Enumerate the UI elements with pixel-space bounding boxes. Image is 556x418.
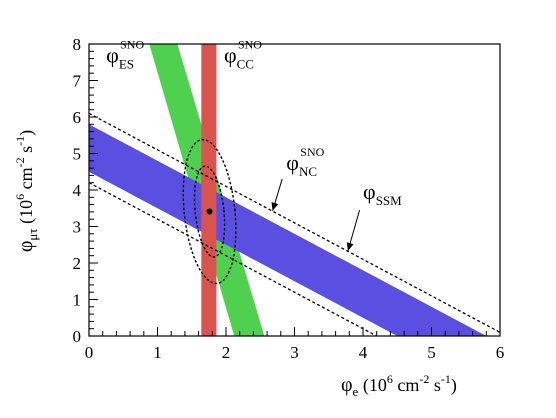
ssm-line-lower bbox=[89, 182, 378, 336]
x-tick-label: 2 bbox=[222, 343, 231, 362]
label-ssm: φSSM bbox=[363, 179, 402, 208]
x-axis-title-part: ) bbox=[451, 375, 457, 396]
confidence-contour-2 bbox=[182, 138, 237, 285]
label-nc-subscript: NC bbox=[299, 164, 317, 179]
y-axis-title-group: φμτ (106 cm-2 s-1) bbox=[13, 130, 40, 252]
x-axis-title-part: -2 bbox=[419, 372, 429, 386]
y-tick-label: 6 bbox=[73, 108, 82, 127]
label-ssm-symbol: φ bbox=[363, 179, 376, 204]
label-nc: φNC bbox=[286, 150, 317, 179]
x-axis-title-part: φ bbox=[341, 374, 353, 396]
y-tick-label: 4 bbox=[73, 181, 82, 200]
annotation-arrowhead-1 bbox=[271, 202, 279, 211]
label-nc-superscript: SNO bbox=[300, 145, 324, 159]
y-axis-title-part: -1 bbox=[13, 136, 27, 146]
x-tick-label: 6 bbox=[496, 343, 505, 362]
confidence-contour-1 bbox=[193, 165, 226, 258]
y-axis-title-part: μτ bbox=[25, 228, 40, 240]
y-tick-label: 7 bbox=[73, 72, 82, 91]
y-axis-title-part: (10 bbox=[16, 200, 37, 229]
label-nc-symbol: φ bbox=[286, 150, 299, 175]
x-axis-title-part: -1 bbox=[441, 372, 451, 386]
x-axis-title-part: s bbox=[429, 375, 441, 395]
y-tick-label: 0 bbox=[73, 327, 82, 346]
x-tick-label: 1 bbox=[153, 343, 162, 362]
x-tick-label: 3 bbox=[290, 343, 299, 362]
best-fit-point bbox=[206, 208, 213, 215]
y-axis-title-part: 6 bbox=[13, 194, 27, 200]
nc-band bbox=[89, 124, 487, 336]
x-tick-label: 5 bbox=[427, 343, 436, 362]
label-cc-subscript: CC bbox=[237, 56, 254, 71]
y-tick-label: 5 bbox=[73, 145, 82, 164]
label-ssm-subscript: SSM bbox=[376, 193, 402, 208]
x-axis-title-part: cm bbox=[393, 375, 420, 395]
y-axis-title: φμτ (106 cm-2 s-1) bbox=[13, 130, 40, 252]
label-es-subscript: ES bbox=[119, 56, 134, 71]
y-axis-title-part: -2 bbox=[13, 157, 27, 167]
cc-band bbox=[201, 44, 217, 336]
label-cc: φCC bbox=[224, 42, 254, 71]
label-cc-symbol: φ bbox=[224, 42, 237, 67]
label-es-symbol: φ bbox=[106, 42, 119, 67]
x-tick-label: 4 bbox=[359, 343, 368, 362]
x-axis-title: φe (106 cm-2 s-1) bbox=[341, 372, 457, 399]
y-axis-title-part: φ bbox=[15, 241, 37, 253]
x-tick-label: 0 bbox=[85, 343, 94, 362]
y-tick-label: 3 bbox=[73, 218, 82, 237]
ssm-line-upper bbox=[89, 112, 500, 334]
y-tick-label: 1 bbox=[73, 291, 82, 310]
y-tick-label: 2 bbox=[73, 254, 82, 273]
label-es-superscript: SNO bbox=[120, 37, 144, 51]
annotation-arrowhead-2 bbox=[346, 242, 354, 251]
y-axis-title-part: s bbox=[16, 146, 36, 158]
y-axis-title-part: ) bbox=[16, 130, 37, 136]
x-axis-title-part: 6 bbox=[387, 372, 393, 386]
y-tick-label: 8 bbox=[73, 35, 82, 54]
y-axis-title-part: cm bbox=[16, 167, 36, 194]
label-cc-superscript: SNO bbox=[238, 37, 262, 51]
x-axis-title-part: e bbox=[353, 384, 359, 399]
label-es: φES bbox=[106, 42, 134, 71]
x-axis-title-part: (10 bbox=[358, 375, 387, 396]
